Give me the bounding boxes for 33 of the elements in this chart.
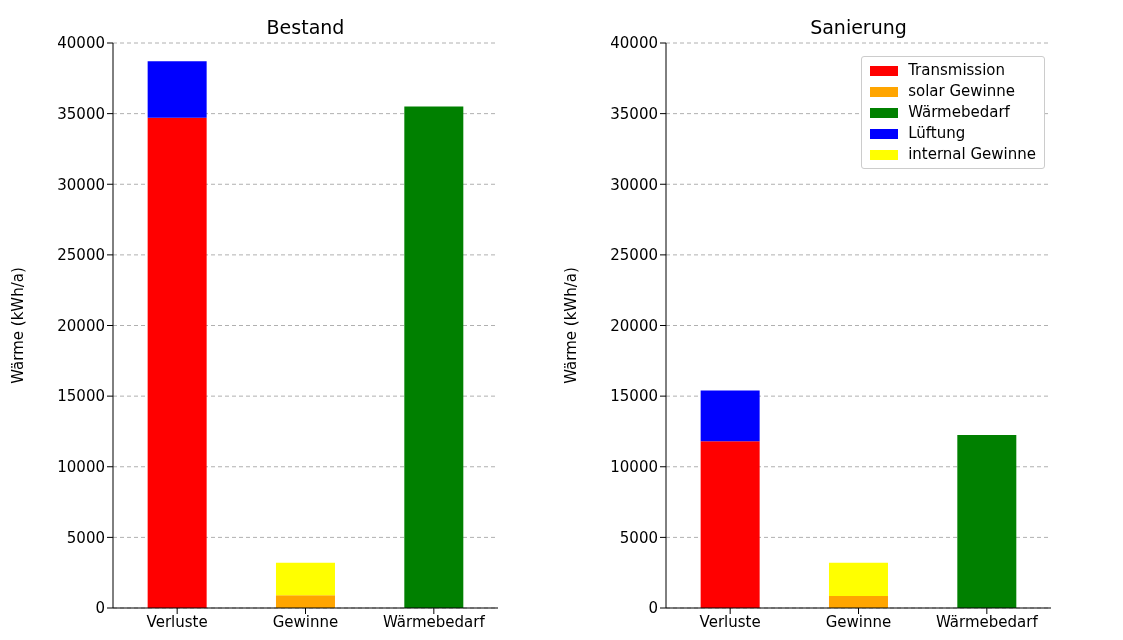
y-tick-label: 0: [648, 599, 658, 618]
y-tick-label: 20000: [57, 316, 105, 335]
y-tick-label: 10000: [610, 458, 658, 477]
legend-label: Wärmebedarf: [908, 102, 1010, 123]
x-tick-label: Wärmebedarf: [935, 612, 1039, 631]
y-tick-label: 40000: [610, 34, 658, 53]
chart-title: Bestand: [265, 16, 346, 38]
x-tick-label: Verluste: [699, 612, 761, 631]
y-axis-title: Wärme (kWh/a): [9, 267, 28, 384]
y-tick-label: 30000: [57, 175, 105, 194]
legend-label: Lüftung: [908, 123, 966, 144]
y-tick-label: 30000: [610, 175, 658, 194]
y-tick-label: 5000: [619, 528, 658, 547]
x-tick-label: Gewinne: [825, 612, 892, 631]
y-tick-label: 15000: [57, 387, 105, 406]
legend-label: internal Gewinne: [908, 144, 1036, 165]
x-tick-label: Gewinne: [272, 612, 339, 631]
y-tick-label: 25000: [57, 246, 105, 265]
y-tick-label: 35000: [57, 104, 105, 123]
y-tick-label: 5000: [66, 528, 105, 547]
chart-title: Sanierung: [809, 16, 908, 38]
y-tick-label: 0: [95, 599, 105, 618]
legend-label: Transmission: [908, 60, 1006, 81]
y-tick-label: 35000: [610, 104, 658, 123]
legend-label: solar Gewinne: [908, 81, 1015, 102]
x-tick-label: Verluste: [146, 612, 208, 631]
y-tick-label: 20000: [610, 316, 658, 335]
y-tick-label: 25000: [610, 246, 658, 265]
y-tick-label: 15000: [610, 387, 658, 406]
y-axis-title: Wärme (kWh/a): [562, 267, 581, 384]
y-tick-label: 10000: [57, 458, 105, 477]
y-tick-label: 40000: [57, 34, 105, 53]
x-tick-label: Wärmebedarf: [382, 612, 486, 631]
